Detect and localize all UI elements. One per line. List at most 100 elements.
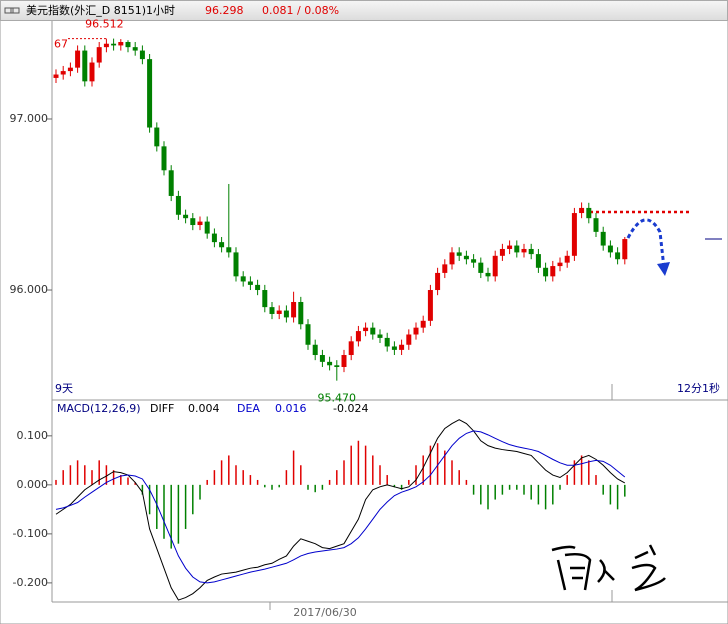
candle-body xyxy=(341,355,347,367)
candle-body xyxy=(391,346,397,350)
countdown-label: 12分1秒 xyxy=(677,381,720,395)
candle-body xyxy=(60,71,66,75)
y-tick-label: -0.100 xyxy=(13,527,48,540)
candle-body xyxy=(427,290,433,321)
candle-body xyxy=(82,50,88,82)
candle-body xyxy=(211,233,217,243)
candle-body xyxy=(240,276,246,282)
candle-body xyxy=(615,252,621,260)
candle-body xyxy=(471,259,477,263)
candle-body xyxy=(550,266,556,277)
candle-body xyxy=(319,355,325,362)
candle-body xyxy=(507,245,513,249)
candle-body xyxy=(111,43,117,46)
low-label: 95.470 xyxy=(318,392,357,405)
candle-body xyxy=(154,127,160,147)
candle-body xyxy=(399,344,405,350)
candle-body xyxy=(535,254,541,268)
y-tick-label: 0.100 xyxy=(17,429,49,442)
candle-body xyxy=(161,146,167,171)
candle-body xyxy=(67,67,73,72)
candle-body xyxy=(528,248,534,255)
candle-body xyxy=(291,301,297,318)
candle-body xyxy=(334,365,340,367)
candle-body xyxy=(255,284,261,291)
candle-body xyxy=(435,272,441,291)
candle-body xyxy=(53,74,59,78)
signature xyxy=(551,544,666,592)
candle-body xyxy=(276,310,282,314)
candle-body xyxy=(413,327,419,335)
legend-name: DEA xyxy=(237,402,260,415)
candle-body xyxy=(247,281,253,285)
legend-name: DIFF xyxy=(150,402,174,415)
candle-body xyxy=(370,327,376,335)
candle-body xyxy=(622,239,628,260)
candle-body xyxy=(449,252,455,265)
candle-body xyxy=(514,245,520,253)
candle-body xyxy=(233,252,239,277)
candle-body xyxy=(377,334,383,338)
legend-value: 0.004 xyxy=(188,402,220,415)
candle-body xyxy=(442,264,448,273)
legend-value: 0.016 xyxy=(275,402,307,415)
candle-body xyxy=(175,195,181,215)
candle-body xyxy=(571,213,577,256)
candle-body xyxy=(183,214,189,219)
candle-body xyxy=(485,272,491,277)
candle-body xyxy=(355,331,361,342)
chart-title: 美元指数(外汇_D 8151)1小时 xyxy=(26,3,175,17)
candle-body xyxy=(348,341,354,356)
candle-body xyxy=(305,324,311,345)
candle-body xyxy=(463,255,469,260)
macd-title: MACD(12,26,9) xyxy=(57,402,141,415)
candle-body xyxy=(564,255,570,263)
macd-line xyxy=(55,430,626,584)
candle-body xyxy=(89,62,95,82)
candle-body xyxy=(420,320,426,328)
candle-body xyxy=(204,221,210,234)
candle-body xyxy=(168,170,174,196)
forecast-arrow xyxy=(626,218,666,269)
candle-body xyxy=(600,231,606,246)
y-tick-label: -0.200 xyxy=(13,576,48,589)
candle-body xyxy=(125,42,131,48)
candle-body xyxy=(197,221,203,226)
candle-body xyxy=(384,337,390,347)
candle-body xyxy=(521,248,527,253)
candle-body xyxy=(478,262,484,273)
candle-body xyxy=(283,310,289,318)
candle-body xyxy=(132,47,138,51)
candle-body xyxy=(103,43,109,48)
candle-body xyxy=(262,290,268,308)
candle-body xyxy=(226,247,232,253)
last-price: 96.298 xyxy=(205,4,244,17)
candle-body xyxy=(139,50,145,60)
candle-body xyxy=(298,301,304,325)
candle-body xyxy=(586,207,592,219)
candle-body xyxy=(499,248,505,256)
candle-body xyxy=(579,207,585,214)
annotation: 67 xyxy=(54,38,68,51)
candle-body xyxy=(96,47,102,63)
candle-body xyxy=(593,218,599,232)
candle-body xyxy=(190,218,196,226)
candle-body xyxy=(219,242,225,248)
y-tick-label: 0.000 xyxy=(17,478,49,491)
candle-body xyxy=(607,245,613,253)
period-label: 9天 xyxy=(55,382,73,395)
price-change: 0.081 / 0.08% xyxy=(262,4,339,17)
candle-body xyxy=(363,327,369,332)
candle-body xyxy=(492,255,498,277)
candle-body xyxy=(406,334,412,345)
candle-body xyxy=(327,361,333,366)
histogram-value: -0.024 xyxy=(333,402,368,415)
macd-line xyxy=(55,419,626,601)
y-tick-label: 97.000 xyxy=(10,112,49,125)
candle-body xyxy=(269,307,275,314)
candle-body xyxy=(118,42,124,46)
high-label: 96.512 xyxy=(85,18,124,31)
candle-body xyxy=(557,262,563,267)
